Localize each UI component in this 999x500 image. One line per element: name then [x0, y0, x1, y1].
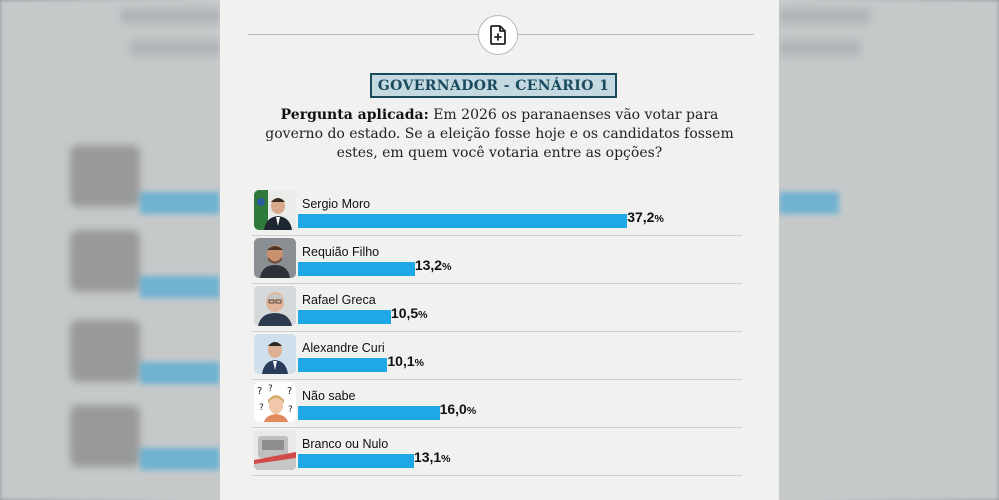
- bar: [298, 358, 388, 372]
- category-label: Sergio Moro: [302, 197, 371, 211]
- category-label: Branco ou Nulo: [302, 437, 389, 451]
- category-label: Requião Filho: [302, 245, 380, 259]
- scenario-badge: GOVERNADOR - CENÁRIO 1: [370, 73, 617, 98]
- poll-card: GOVERNADOR - CENÁRIO 1 Pergunta aplicada…: [220, 0, 779, 500]
- svg-text:?: ?: [257, 386, 262, 397]
- svg-text:?: ?: [268, 384, 273, 394]
- header-divider-right: [518, 34, 754, 35]
- bar: [298, 454, 414, 468]
- avatar-nao-sabe: ?????: [254, 382, 296, 422]
- row-divider: [252, 235, 742, 236]
- blurred-text: [780, 8, 870, 24]
- add-document-icon: [490, 25, 506, 45]
- avatar-alexandre-curi: [254, 334, 296, 374]
- value-label: 13,2%: [414, 257, 452, 273]
- category-label: Não sabe: [302, 389, 356, 403]
- chart-row: Rafael Greca 10,5%: [252, 284, 742, 332]
- blurred-bar: [140, 276, 220, 298]
- blurred-backdrop-right: [779, 0, 999, 500]
- value-label: 16,0%: [439, 401, 477, 417]
- blurred-bar: [140, 448, 220, 470]
- avatar-sergio-moro: [254, 190, 296, 230]
- chart-row: Sergio Moro 37,2%: [252, 188, 742, 236]
- question-text: Pergunta aplicada: Em 2026 os paranaense…: [260, 106, 739, 163]
- svg-text:?: ?: [288, 405, 293, 415]
- chart-row: ????? Não sabe 16,0%: [252, 380, 742, 428]
- blurred-text: [130, 40, 220, 56]
- row-divider: [252, 427, 742, 428]
- bar: [298, 214, 628, 228]
- row-divider: [252, 475, 742, 476]
- category-label: Alexandre Curi: [302, 341, 385, 355]
- row-divider: [252, 331, 742, 332]
- blurred-text: [120, 8, 220, 24]
- blurred-text: [780, 40, 860, 56]
- header-divider-left: [248, 34, 478, 35]
- bar: [298, 406, 440, 420]
- avatar-rafael-greca: [254, 286, 296, 326]
- avatar-requiao-filho: [254, 238, 296, 278]
- category-label: Rafael Greca: [302, 293, 376, 307]
- blurred-face: [70, 320, 140, 382]
- blurred-face: [70, 145, 140, 207]
- row-divider: [252, 379, 742, 380]
- blurred-bar: [779, 192, 839, 214]
- avatar-branco-ou-nulo: [254, 430, 296, 470]
- question-body: Em 2026 os paranaenses vão votar para go…: [265, 107, 734, 161]
- svg-text:?: ?: [259, 403, 264, 413]
- blurred-face: [70, 230, 140, 292]
- blurred-bar: [140, 192, 220, 214]
- row-divider: [252, 283, 742, 284]
- chart-row: Branco ou Nulo 13,1%: [252, 428, 742, 476]
- blurred-face: [70, 405, 140, 467]
- value-label: 37,2%: [627, 209, 664, 225]
- blurred-bar: [140, 362, 220, 384]
- bar: [298, 310, 391, 324]
- value-label: 13,1%: [413, 449, 451, 465]
- question-label: Pergunta aplicada:: [280, 107, 429, 123]
- svg-text:?: ?: [287, 386, 292, 397]
- add-document-button[interactable]: [478, 15, 518, 55]
- value-label: 10,5%: [390, 305, 428, 321]
- bar: [298, 262, 415, 276]
- value-label: 10,1%: [387, 353, 424, 369]
- chart-row: Requião Filho 13,2%: [252, 236, 742, 284]
- chart-row: Alexandre Curi 10,1%: [252, 332, 742, 380]
